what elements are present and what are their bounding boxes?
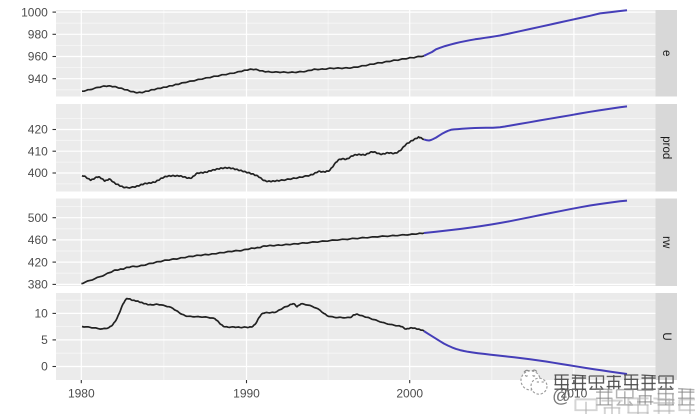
- svg-text:2000: 2000: [396, 386, 423, 400]
- svg-text:2010: 2010: [561, 386, 588, 400]
- svg-text:960: 960: [28, 50, 48, 64]
- svg-text:980: 980: [28, 28, 48, 42]
- svg-text:10: 10: [34, 307, 48, 321]
- svg-text:@: @: [552, 386, 571, 407]
- svg-text:400: 400: [28, 166, 48, 180]
- svg-text:e: e: [660, 50, 672, 56]
- svg-text:rw: rw: [660, 236, 672, 249]
- svg-text:1990: 1990: [233, 386, 260, 400]
- svg-text:420: 420: [28, 123, 48, 137]
- svg-text:420: 420: [28, 255, 48, 269]
- svg-text:0: 0: [41, 360, 48, 374]
- svg-text:410: 410: [28, 144, 48, 158]
- svg-text:460: 460: [28, 233, 48, 247]
- svg-text:1000: 1000: [21, 5, 48, 19]
- svg-text:prod: prod: [660, 136, 672, 159]
- svg-text:1980: 1980: [68, 386, 95, 400]
- svg-text:380: 380: [28, 278, 48, 292]
- svg-text:U: U: [660, 332, 672, 340]
- svg-text:500: 500: [28, 211, 48, 225]
- svg-text:940: 940: [28, 72, 48, 86]
- svg-text:5: 5: [41, 333, 48, 347]
